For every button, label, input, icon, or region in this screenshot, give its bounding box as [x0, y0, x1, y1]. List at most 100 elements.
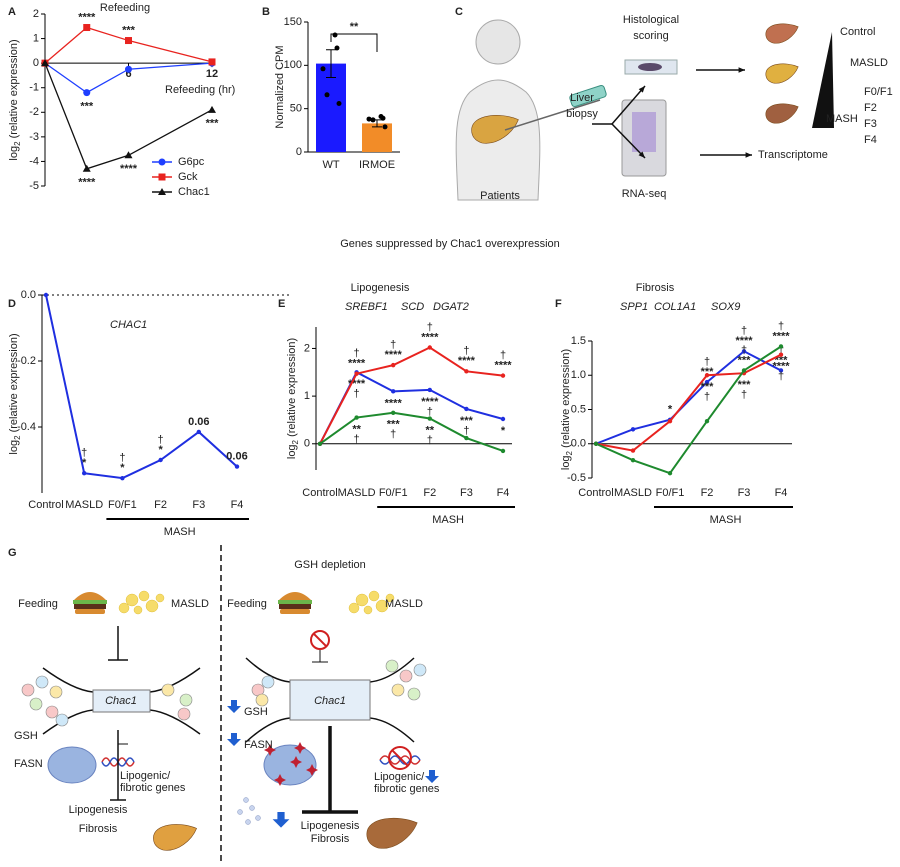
metabolite — [385, 659, 399, 673]
dagger: † — [741, 389, 747, 401]
y-tick-label: 1 — [33, 32, 39, 44]
x-tick-label: 12 — [206, 68, 218, 80]
significance: 0.06 — [188, 416, 209, 428]
liver-icon — [765, 103, 799, 124]
dagger: † — [778, 344, 784, 356]
fat-droplet — [138, 590, 150, 602]
y-tick-label: 0.5 — [571, 403, 586, 415]
fat-droplet — [355, 593, 369, 607]
point — [196, 429, 201, 435]
metabolite — [35, 675, 49, 689]
fragment — [237, 809, 243, 815]
ros-star — [294, 742, 306, 754]
g-gsh: GSH — [14, 730, 38, 742]
significance: *** — [122, 24, 136, 36]
burger-bottom — [280, 609, 310, 614]
x-tick-label: MASLD — [65, 499, 103, 511]
significance: ** — [426, 424, 435, 436]
point — [391, 362, 396, 368]
panel-letter: E — [278, 298, 285, 310]
arrow-head — [738, 67, 745, 73]
fat-droplet — [375, 599, 389, 613]
no-sign — [310, 630, 330, 650]
fragment — [249, 805, 255, 811]
fibrosis-stage: F3 — [864, 118, 877, 130]
section-title: Genes suppressed by Chac1 overexpression — [340, 238, 560, 250]
significance: *** — [775, 354, 789, 366]
y-tick-label: 2 — [304, 342, 310, 354]
fragment — [243, 797, 249, 803]
dagger: † — [354, 348, 360, 360]
gene-label: Chac1 — [314, 695, 346, 707]
needle — [504, 99, 601, 131]
g-outcome: Lipogenesis — [301, 820, 360, 832]
legend-label: COL1A1 — [654, 301, 696, 313]
series-line — [319, 411, 504, 452]
y-tick-label: -5 — [29, 180, 39, 192]
series-line — [595, 353, 782, 452]
x-tick-label: F4 — [231, 499, 244, 511]
data-point — [366, 116, 372, 122]
point — [208, 58, 216, 66]
panel-letter: G — [8, 547, 17, 559]
point — [741, 349, 747, 354]
y-tick-label: 0.0 — [21, 289, 36, 301]
y-tick-label: -0.2 — [17, 355, 36, 367]
arrow — [611, 123, 646, 159]
legend-label: CHAC1 — [110, 319, 147, 331]
x-tick-label: F2 — [423, 487, 436, 499]
g-outcome: Fibrosis — [311, 833, 350, 845]
liver-icon — [765, 63, 799, 84]
legend-label: SPP1 — [620, 301, 648, 313]
membrane — [245, 717, 291, 743]
legend-label: Gck — [178, 171, 198, 183]
series-line — [595, 350, 782, 445]
significance: * — [668, 404, 673, 416]
dagger: † — [778, 320, 784, 332]
text-rnaseq: RNA-seq — [622, 188, 667, 200]
y-tick-label: 50 — [290, 103, 302, 115]
y-label-base: log — [8, 440, 20, 455]
series-line — [45, 294, 238, 480]
fat-droplet — [133, 605, 143, 615]
x-tick-label: Control — [28, 499, 63, 511]
metabolite — [21, 683, 35, 697]
fat-droplet — [385, 593, 395, 603]
point — [354, 371, 359, 376]
fasn-protein — [263, 744, 317, 786]
point — [500, 416, 506, 422]
legend-marker — [158, 173, 166, 181]
point — [83, 24, 91, 32]
x-axis-label: Refeeding (hr) — [165, 84, 235, 96]
g-targets: Lipogenic/ — [120, 770, 171, 782]
legend-label: SREBF1 — [345, 301, 388, 313]
y-label-sub: 2 — [13, 141, 22, 146]
significance: *** — [387, 419, 401, 431]
g-masld: MASLD — [385, 598, 423, 610]
decrease-arrow — [227, 700, 241, 713]
y-tick-label: 0 — [296, 146, 302, 158]
arrow-head — [745, 152, 752, 158]
dagger: † — [158, 434, 164, 446]
g-feeding: Feeding — [18, 598, 58, 610]
y-tick-label: 1 — [304, 390, 310, 402]
y-label-sub: 2 — [291, 439, 300, 444]
point — [124, 151, 133, 159]
text-patients: Patients — [480, 190, 520, 202]
x-tick-label: F0/F1 — [656, 487, 685, 499]
legend-label: SOX9 — [711, 301, 740, 313]
decrease-arrow — [425, 770, 439, 783]
point — [82, 164, 91, 172]
y-label-rest: (relative expression) — [286, 338, 298, 440]
x-tick-label: F2 — [701, 487, 714, 499]
burger-lettuce — [73, 600, 107, 604]
point — [427, 345, 432, 350]
membrane — [42, 667, 94, 693]
chart-title: Refeeding — [100, 2, 150, 14]
fat-droplet — [145, 599, 159, 613]
fragment — [245, 819, 251, 825]
y-axis-label: log2 (relative expression) — [286, 338, 300, 459]
error-bar — [326, 49, 336, 78]
point — [704, 379, 710, 385]
point — [354, 415, 359, 420]
